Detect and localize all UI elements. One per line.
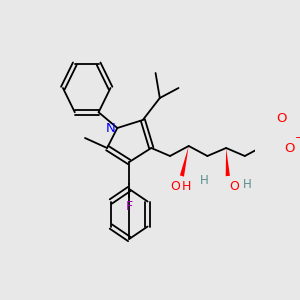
- Text: F: F: [126, 200, 133, 214]
- Polygon shape: [180, 146, 189, 177]
- Text: O: O: [276, 112, 286, 125]
- Text: O: O: [285, 142, 295, 154]
- Text: H: H: [182, 179, 191, 193]
- Text: N: N: [106, 122, 116, 134]
- Text: H: H: [243, 178, 252, 190]
- Polygon shape: [226, 148, 230, 176]
- Text: O: O: [170, 179, 180, 193]
- Text: −: −: [295, 133, 300, 143]
- Text: H: H: [200, 175, 208, 188]
- Text: O: O: [230, 179, 239, 193]
